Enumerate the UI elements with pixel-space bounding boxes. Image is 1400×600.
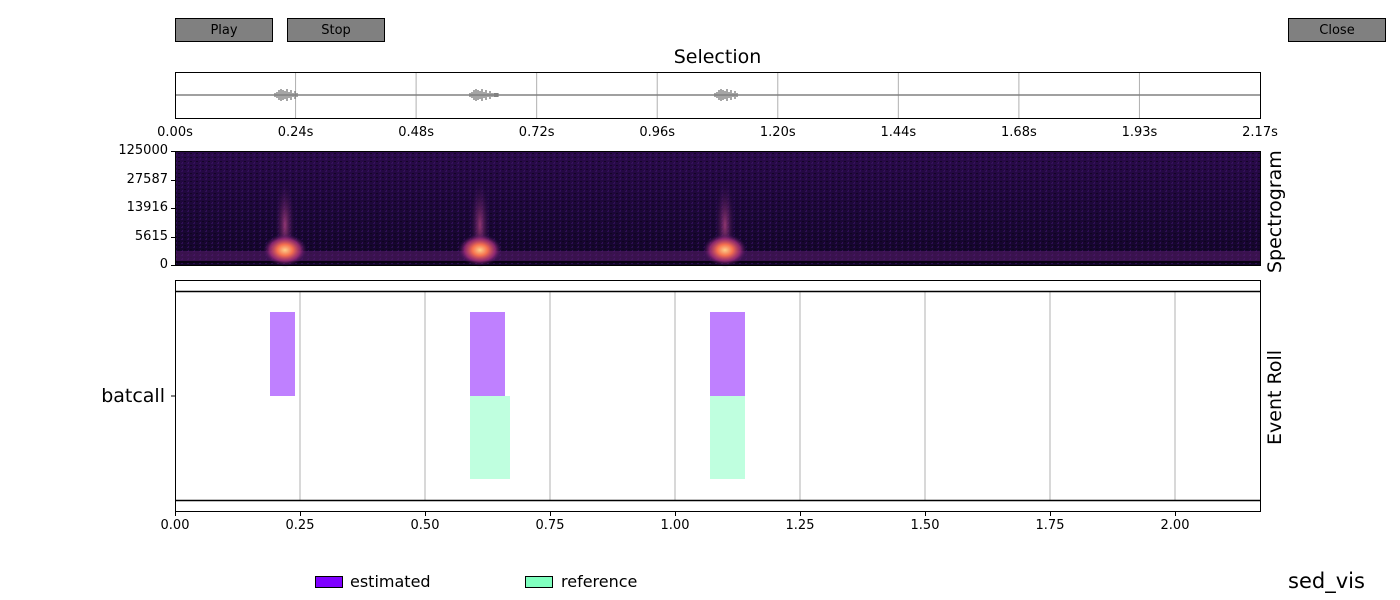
waveform-panel[interactable]: [175, 72, 1261, 119]
waveform-time-tick: 0.24s: [277, 125, 314, 140]
event-roll-label: Event Roll: [1264, 350, 1286, 445]
waveform-time-tick: 1.44s: [880, 125, 917, 140]
spectrogram-panel[interactable]: [175, 151, 1261, 270]
stop-button[interactable]: Stop: [287, 18, 385, 42]
event-roll-time-tick: 0.50: [410, 518, 440, 533]
waveform-burst: [714, 89, 738, 101]
play-button[interactable]: Play: [175, 18, 273, 42]
waveform-time-tick: 0.00s: [157, 125, 193, 140]
spectrogram-frequency-tick: 0: [159, 257, 168, 272]
event-roll-tick-mark: [550, 512, 551, 516]
event-roll-time-tick: 0.00: [160, 518, 190, 533]
legend-reference-label: reference: [561, 572, 638, 591]
waveform-time-tick: 0.72s: [518, 125, 555, 140]
spectrogram-frequency-tick: 125000: [118, 143, 168, 158]
event-roll-tick-mark: [675, 512, 676, 516]
waveform-time-tick: 1.20s: [759, 125, 796, 140]
spectrogram-label: Spectrogram: [1264, 150, 1286, 273]
spectrogram-frame: [175, 151, 1261, 266]
event-roll-time-tick: 0.25: [285, 518, 315, 533]
estimated-event[interactable]: [710, 312, 745, 396]
event-roll-time-tick: 1.00: [660, 518, 690, 533]
event-roll-time-tick: 1.25: [785, 518, 815, 533]
event-roll-tick-mark: [175, 512, 176, 516]
legend-reference-swatch: [525, 576, 553, 588]
spectrogram-call-energy: [458, 180, 502, 270]
estimated-event[interactable]: [470, 312, 505, 396]
event-roll-tick-mark: [425, 512, 426, 516]
estimated-event[interactable]: [270, 312, 295, 396]
spectrogram-call-energy: [263, 180, 307, 270]
waveform-burst: [469, 89, 499, 101]
event-roll-time-tick: 2.00: [1160, 518, 1190, 533]
event-roll-tick-mark: [1175, 512, 1176, 516]
spectrogram-tick-mark: [171, 151, 175, 152]
event-roll-time-tick: 1.75: [1035, 518, 1065, 533]
waveform-time-tick: 0.48s: [398, 125, 434, 140]
close-button[interactable]: Close: [1288, 18, 1386, 42]
waveform-frame: [175, 72, 1261, 119]
spectrogram-frequency-tick: 27587: [126, 172, 168, 187]
waveform-time-tick: 1.93s: [1121, 125, 1158, 140]
class-label-batcall: batcall: [101, 385, 165, 407]
spectrogram-frequency-tick: 13916: [126, 200, 168, 215]
event-roll-tick-mark: [300, 512, 301, 516]
waveform-burst: [274, 89, 298, 101]
event-roll-panel[interactable]: [171, 280, 1261, 512]
spectrogram-call-energy: [703, 180, 747, 270]
waveform-time-tick: 1.68s: [1001, 125, 1037, 140]
legend-estimated-label: estimated: [350, 572, 431, 591]
event-roll-tick-mark: [1050, 512, 1051, 516]
event-roll-tick-mark: [800, 512, 801, 516]
event-roll-tick-mark: [925, 512, 926, 516]
spectrogram-frequency-tick: 5615: [134, 229, 168, 244]
reference-event[interactable]: [470, 396, 510, 479]
selection-title: Selection: [673, 46, 762, 68]
spectrogram-tick-mark: [171, 265, 175, 266]
reference-event[interactable]: [710, 396, 745, 479]
app-name: sed_vis: [1288, 569, 1365, 593]
spectrogram-tick-mark: [171, 237, 175, 238]
waveform-time-tick: 0.96s: [639, 125, 676, 140]
event-roll-time-tick: 0.75: [535, 518, 565, 533]
waveform-time-tick: 2.17s: [1242, 125, 1278, 140]
spectrogram-tick-mark: [171, 208, 175, 209]
event-roll-frame: [175, 280, 1261, 512]
legend-estimated-swatch: [315, 576, 343, 588]
event-roll-time-tick: 1.50: [910, 518, 940, 533]
spectrogram-tick-mark: [171, 180, 175, 181]
